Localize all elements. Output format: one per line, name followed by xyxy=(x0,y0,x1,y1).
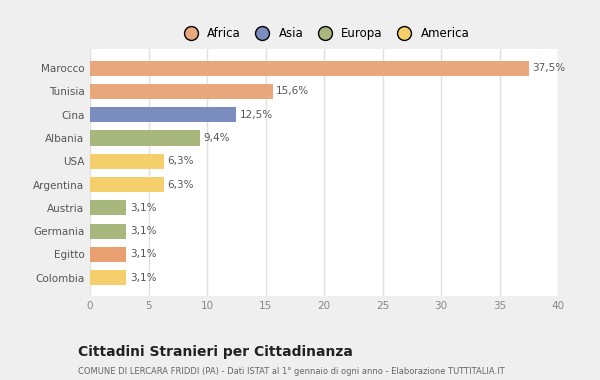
Text: 12,5%: 12,5% xyxy=(240,110,273,120)
Text: 6,3%: 6,3% xyxy=(167,179,194,190)
Text: 9,4%: 9,4% xyxy=(203,133,230,143)
Text: 37,5%: 37,5% xyxy=(532,63,565,73)
Bar xyxy=(90,61,529,76)
Bar xyxy=(90,270,126,285)
Text: 15,6%: 15,6% xyxy=(276,87,309,97)
Bar xyxy=(90,84,272,99)
Bar xyxy=(90,107,236,122)
Text: 3,1%: 3,1% xyxy=(130,272,156,283)
Text: 3,1%: 3,1% xyxy=(130,203,156,213)
Text: Cittadini Stranieri per Cittadinanza: Cittadini Stranieri per Cittadinanza xyxy=(78,345,353,359)
Bar xyxy=(90,130,200,146)
Text: COMUNE DI LERCARA FRIDDI (PA) - Dati ISTAT al 1° gennaio di ogni anno - Elaboraz: COMUNE DI LERCARA FRIDDI (PA) - Dati IST… xyxy=(78,367,505,376)
Bar xyxy=(90,247,126,262)
Bar xyxy=(90,200,126,215)
Text: 3,1%: 3,1% xyxy=(130,249,156,259)
Text: 3,1%: 3,1% xyxy=(130,226,156,236)
Bar xyxy=(90,177,164,192)
Legend: Africa, Asia, Europa, America: Africa, Asia, Europa, America xyxy=(175,23,473,43)
Text: 6,3%: 6,3% xyxy=(167,156,194,166)
Bar xyxy=(90,223,126,239)
Bar xyxy=(90,154,164,169)
